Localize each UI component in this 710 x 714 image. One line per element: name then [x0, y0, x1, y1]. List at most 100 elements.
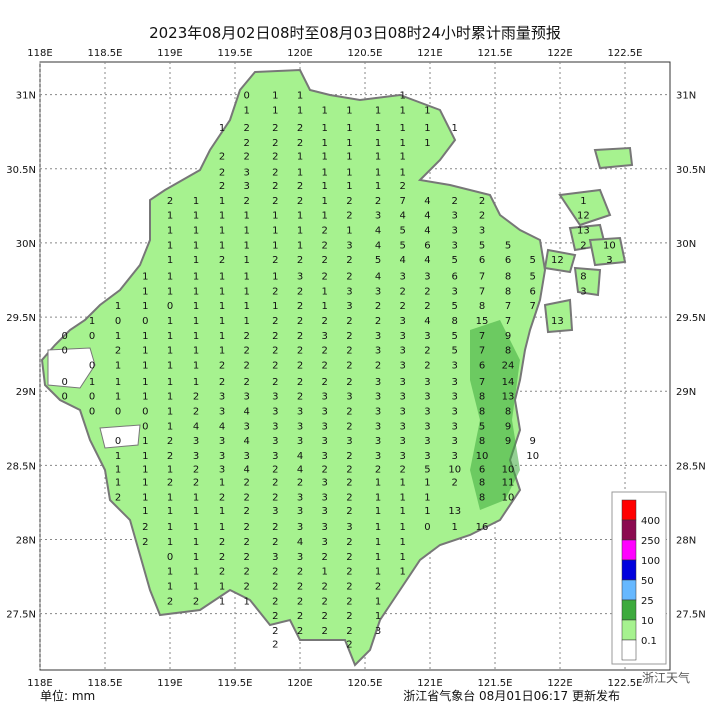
- rain-value: 0: [62, 377, 68, 388]
- rain-value: 3: [346, 436, 352, 447]
- rain-value: 1: [400, 567, 406, 578]
- rain-value: 2: [322, 611, 328, 622]
- rain-value: 6: [505, 255, 511, 266]
- rain-value: 10: [502, 464, 515, 475]
- rain-value: 1: [142, 392, 148, 403]
- rain-value: 2: [272, 478, 278, 489]
- rain-value: 2: [115, 492, 121, 503]
- x-tick-label: 121E: [417, 678, 442, 689]
- legend-label: 50: [641, 576, 654, 587]
- rain-value: 3: [452, 451, 458, 462]
- rain-value: 1: [322, 286, 328, 297]
- rain-value: 1: [167, 421, 173, 432]
- rain-value: 2: [272, 138, 278, 149]
- rain-value: 3: [452, 211, 458, 222]
- rain-value: 13: [577, 226, 590, 237]
- rain-value: 6: [479, 464, 485, 475]
- rain-value: 1: [167, 346, 173, 357]
- rain-value: 2: [142, 522, 148, 533]
- rain-value: 1: [193, 272, 199, 283]
- rain-value: 3: [452, 286, 458, 297]
- rain-value: 3: [400, 316, 406, 327]
- rain-value: 1: [142, 301, 148, 312]
- rain-value: 3: [400, 451, 406, 462]
- rain-value: 1: [272, 211, 278, 222]
- rain-value: 0: [142, 406, 148, 417]
- rain-value: 11: [502, 478, 515, 489]
- rain-value: 2: [346, 196, 352, 207]
- rain-value: 2: [322, 240, 328, 251]
- rain-value: 1: [219, 478, 225, 489]
- rain-value: 1: [193, 567, 199, 578]
- rain-value: 1: [375, 478, 381, 489]
- rain-value: 3: [297, 406, 303, 417]
- rain-value: 4: [244, 464, 250, 475]
- rain-value: 1: [193, 226, 199, 237]
- rain-value: 1: [400, 506, 406, 517]
- rain-value: 6: [452, 272, 458, 283]
- rain-value: 9: [530, 436, 536, 447]
- rain-value: 1: [219, 211, 225, 222]
- rain-value: 2: [272, 639, 278, 650]
- rain-value: 1: [400, 91, 406, 102]
- rain-value: 3: [322, 436, 328, 447]
- rain-value: 0: [115, 316, 121, 327]
- rain-value: 1: [193, 211, 199, 222]
- rain-value: 1: [193, 581, 199, 592]
- rain-value: 1: [452, 123, 458, 134]
- rain-value: 2: [272, 331, 278, 342]
- rain-value: 1: [346, 151, 352, 162]
- rain-value: 3: [322, 421, 328, 432]
- rain-value: 3: [322, 506, 328, 517]
- rain-value: 1: [167, 567, 173, 578]
- x-tick-label: 118.5E: [88, 48, 123, 59]
- rain-value: 3: [193, 451, 199, 462]
- values-layer: 0 1 1 11 1 1 1 1 1 1 11 2 2 2 1 1 1 1 1 12 2 2 1 1 1 1 12 2 2 1 1 1 1 12 3…: [62, 91, 616, 651]
- rain-value: 2: [219, 552, 225, 563]
- rain-value: 3: [297, 506, 303, 517]
- y-tick-label: 28N: [676, 536, 696, 547]
- rain-value: 4: [424, 255, 430, 266]
- rain-value: 5: [530, 272, 536, 283]
- rain-value: 2: [346, 639, 352, 650]
- rain-value: 0: [167, 301, 173, 312]
- rain-value: 1: [142, 361, 148, 372]
- rain-value: 2: [167, 596, 173, 607]
- rain-value: 2: [272, 626, 278, 637]
- rain-value: 8: [479, 301, 485, 312]
- y-tick-label: 29N: [676, 387, 696, 398]
- rain-value: 1: [193, 286, 199, 297]
- rain-value: 2: [346, 331, 352, 342]
- rain-value: 1: [193, 331, 199, 342]
- rain-value: 1: [424, 123, 430, 134]
- legend-label: 0.1: [641, 636, 657, 647]
- rain-value: 4: [424, 316, 430, 327]
- rain-value: 2: [346, 346, 352, 357]
- rain-value: 2: [375, 316, 381, 327]
- rain-value: 1: [244, 105, 250, 116]
- rain-value: 3: [375, 392, 381, 403]
- rain-value: 2: [375, 301, 381, 312]
- rain-value: 1: [115, 451, 121, 462]
- rain-value: 2: [346, 537, 352, 548]
- heavy-rain-area: [470, 320, 520, 510]
- rain-value: 1: [142, 272, 148, 283]
- rain-value: 1: [272, 240, 278, 251]
- rain-value: 1: [322, 138, 328, 149]
- rain-value: 1: [424, 492, 430, 503]
- rain-value: 2: [244, 346, 250, 357]
- rain-value: 8: [479, 492, 485, 503]
- rain-value: 3: [375, 436, 381, 447]
- rain-value: 1: [375, 552, 381, 563]
- rain-value: 2: [424, 361, 430, 372]
- rain-value: 5: [479, 240, 485, 251]
- rain-value: 2: [322, 346, 328, 357]
- rain-value: 2: [244, 377, 250, 388]
- unit-label: 单位: mm: [40, 688, 95, 703]
- rain-value: 3: [244, 421, 250, 432]
- rain-value: 9: [505, 436, 511, 447]
- rain-value: 2: [244, 537, 250, 548]
- rain-value: 3: [424, 406, 430, 417]
- rain-value: 2: [272, 567, 278, 578]
- rain-value: 2: [479, 211, 485, 222]
